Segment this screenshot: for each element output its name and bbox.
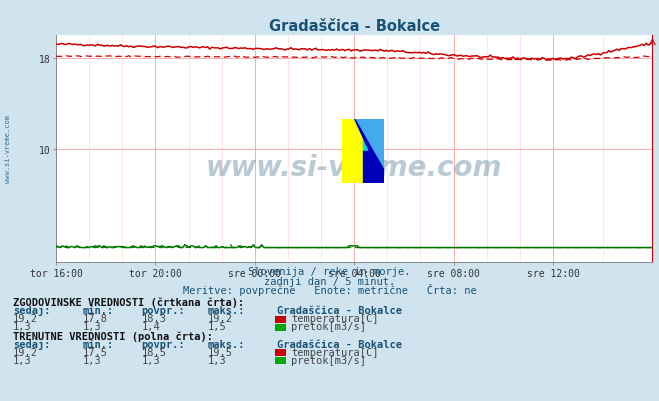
Bar — [342, 120, 363, 183]
Text: www.si-vreme.com: www.si-vreme.com — [206, 154, 502, 182]
Text: 18,5: 18,5 — [142, 347, 167, 357]
Text: 1,3: 1,3 — [13, 355, 32, 365]
Text: Slovenija / reke in morje.: Slovenija / reke in morje. — [248, 267, 411, 277]
Text: min.:: min.: — [82, 306, 113, 316]
Text: sedaj:: sedaj: — [13, 305, 51, 316]
Text: temperatura[C]: temperatura[C] — [291, 314, 379, 324]
Text: 17,5: 17,5 — [82, 347, 107, 357]
Text: maks.:: maks.: — [208, 339, 245, 349]
Text: Gradaščica - Bokalce: Gradaščica - Bokalce — [277, 339, 402, 349]
Text: pretok[m3/s]: pretok[m3/s] — [291, 355, 366, 365]
Text: TRENUTNE VREDNOSTI (polna črta):: TRENUTNE VREDNOSTI (polna črta): — [13, 330, 213, 341]
Text: 19,2: 19,2 — [13, 347, 38, 357]
Bar — [363, 120, 384, 152]
Text: maks.:: maks.: — [208, 306, 245, 316]
Text: 19,2: 19,2 — [13, 314, 38, 324]
Title: Gradaščica - Bokalce: Gradaščica - Bokalce — [269, 18, 440, 34]
Text: 1,4: 1,4 — [142, 322, 160, 332]
Text: 18,3: 18,3 — [142, 314, 167, 324]
Text: 1,3: 1,3 — [208, 355, 226, 365]
Text: www.si-vreme.com: www.si-vreme.com — [5, 114, 11, 182]
Text: 1,3: 1,3 — [82, 355, 101, 365]
Text: 1,3: 1,3 — [82, 322, 101, 332]
Text: Meritve: povprečne   Enote: metrične   Črta: ne: Meritve: povprečne Enote: metrične Črta:… — [183, 283, 476, 295]
Polygon shape — [355, 120, 384, 183]
Polygon shape — [355, 120, 384, 171]
Text: 1,3: 1,3 — [142, 355, 160, 365]
Text: 1,5: 1,5 — [208, 322, 226, 332]
Text: povpr.:: povpr.: — [142, 306, 185, 316]
Text: 19,5: 19,5 — [208, 347, 233, 357]
Text: min.:: min.: — [82, 339, 113, 349]
Text: 19,2: 19,2 — [208, 314, 233, 324]
Bar — [363, 152, 384, 183]
Text: ZGODOVINSKE VREDNOSTI (črtkana črta):: ZGODOVINSKE VREDNOSTI (črtkana črta): — [13, 297, 244, 308]
Text: zadnji dan / 5 minut.: zadnji dan / 5 minut. — [264, 276, 395, 286]
Text: Gradaščica - Bokalce: Gradaščica - Bokalce — [277, 306, 402, 316]
Text: temperatura[C]: temperatura[C] — [291, 347, 379, 357]
Text: sedaj:: sedaj: — [13, 338, 51, 349]
Text: 1,3: 1,3 — [13, 322, 32, 332]
Text: pretok[m3/s]: pretok[m3/s] — [291, 322, 366, 332]
Text: povpr.:: povpr.: — [142, 339, 185, 349]
Text: 17,8: 17,8 — [82, 314, 107, 324]
